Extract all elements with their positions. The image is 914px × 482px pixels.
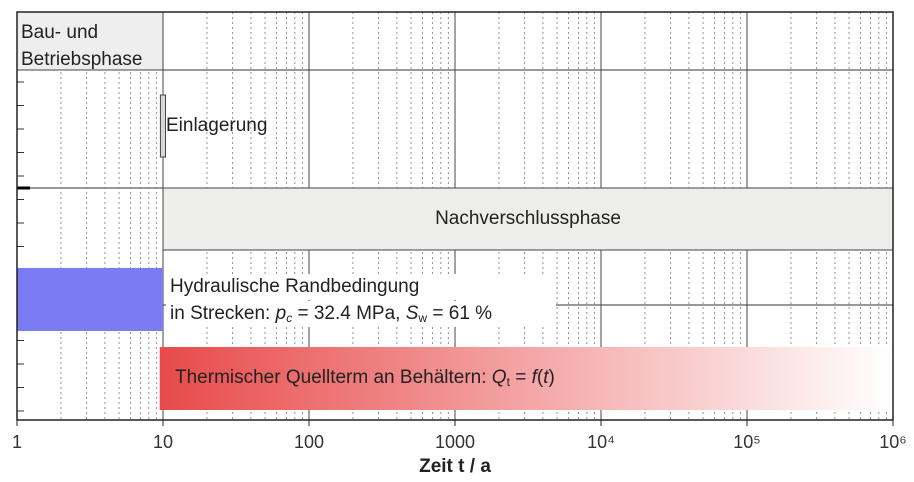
label-part: ): [548, 367, 554, 388]
label-part: t: [507, 375, 511, 389]
label-part: Einlagerung: [166, 115, 267, 136]
label-part: w: [417, 311, 427, 325]
label-part: Bau- und: [21, 22, 98, 43]
task-label: Einlagerung: [166, 115, 267, 136]
x-tick-label: 10⁵: [733, 432, 760, 452]
label-part: c: [286, 311, 292, 325]
label-part: t: [543, 367, 549, 388]
task-label: Bau- und: [21, 22, 98, 43]
x-tick-label: 10⁴: [587, 432, 615, 452]
label-part: = 61 %: [427, 303, 492, 324]
label-part: (: [537, 367, 544, 388]
task-label: Nachverschlussphase: [435, 208, 621, 229]
label-part: Q: [492, 367, 507, 388]
task-label: in Strecken: pc = 32.4 MPa, Sw = 61 %: [170, 303, 492, 325]
label-part: = 32.4 MPa,: [292, 303, 406, 324]
label-part: =: [510, 367, 532, 388]
task-bar: [159, 347, 893, 410]
task-label: Hydraulische Randbedingung: [170, 276, 419, 297]
label-part: in Strecken:: [170, 303, 276, 324]
label-part: Betriebsphase: [21, 49, 142, 70]
x-tick-label: 100: [294, 432, 324, 452]
task-bar: [159, 94, 166, 158]
label-part: p: [275, 303, 287, 324]
label-part: Nachverschlussphase: [435, 208, 621, 229]
bars: Bau- und Betriebsphase Einlagerung Nachvers…: [16, 11, 894, 410]
x-axis-label: Zeit t / a: [419, 456, 491, 477]
task-label: Thermischer Quellterm an Behältern: Qt =…: [175, 367, 555, 389]
x-tick-label: 1000: [435, 432, 475, 452]
x-tick-label: 10: [153, 432, 173, 452]
label-part: f: [532, 367, 539, 388]
task-label: Betriebsphase: [21, 49, 142, 70]
x-tick-label: 10⁶: [879, 432, 906, 452]
label-part: Thermischer Quellterm an Behältern:: [175, 367, 492, 388]
x-tick-label: 1: [12, 432, 22, 452]
task-bar: [162, 187, 894, 251]
label-background: [166, 301, 556, 327]
label-background: [166, 274, 556, 300]
task-bar: [17, 268, 163, 331]
label-part: S: [406, 303, 419, 324]
task-bar: [16, 11, 164, 71]
label-part: Hydraulische Randbedingung: [170, 276, 419, 297]
